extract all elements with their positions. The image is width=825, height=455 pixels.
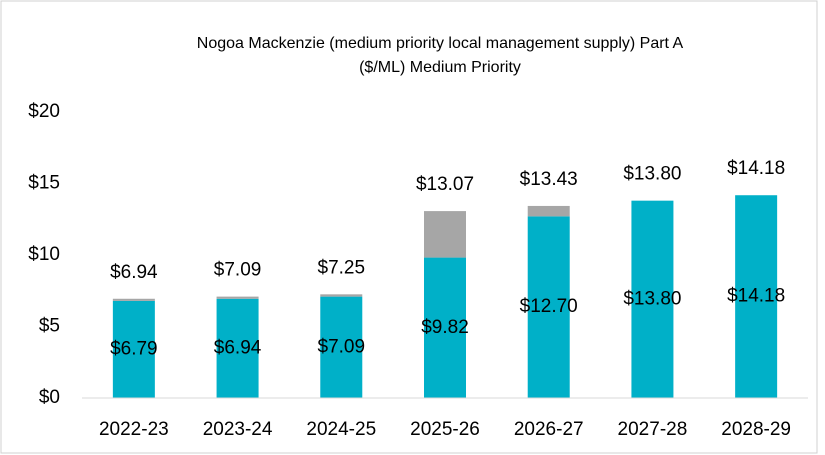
bar-segment	[424, 257, 466, 398]
y-tick-label: $10	[28, 244, 60, 265]
bar-segment	[112, 298, 155, 301]
value-label: $9.82	[421, 317, 469, 338]
x-tick-label: 2024-25	[306, 419, 376, 440]
total-label: $7.09	[214, 260, 262, 281]
x-tick-label: 2028-29	[721, 419, 791, 440]
total-label: $13.80	[623, 164, 681, 185]
total-label: $13.43	[520, 169, 578, 190]
bar-segment	[424, 211, 466, 258]
total-label: $7.25	[318, 257, 366, 278]
value-label: $6.79	[110, 338, 158, 359]
total-label: $6.94	[110, 262, 158, 283]
x-tick-label: 2023-24	[203, 419, 273, 440]
bar-segment	[216, 298, 259, 398]
value-label: $13.80	[623, 288, 681, 309]
bar-segment	[112, 300, 155, 398]
chart-title: Nogoa Mackenzie (medium priority local m…	[197, 35, 684, 52]
value-label: $14.18	[727, 286, 785, 307]
bar-segment	[320, 296, 363, 398]
y-tick-label: $15	[28, 173, 60, 194]
total-label: $13.07	[416, 174, 474, 195]
bar-segment	[320, 294, 363, 297]
value-label: $12.70	[520, 296, 578, 317]
bar-segment	[216, 296, 259, 299]
x-tick-label: 2025-26	[410, 419, 480, 440]
value-label: $7.09	[318, 336, 366, 357]
bar-segment	[527, 216, 570, 398]
y-tick-label: $0	[39, 387, 60, 408]
bar-segment	[735, 195, 778, 398]
total-label: $14.18	[727, 158, 785, 179]
bar-segment	[527, 205, 570, 217]
y-tick-label: $20	[28, 101, 60, 122]
x-tick-label: 2026-27	[514, 419, 584, 440]
x-tick-label: 2027-28	[618, 419, 688, 440]
chart-subtitle: ($/ML) Medium Priority	[359, 59, 521, 76]
x-tick-label: 2022-23	[99, 419, 169, 440]
value-label: $6.94	[214, 337, 262, 358]
bar-segment	[631, 200, 674, 398]
y-tick-label: $5	[39, 316, 60, 337]
